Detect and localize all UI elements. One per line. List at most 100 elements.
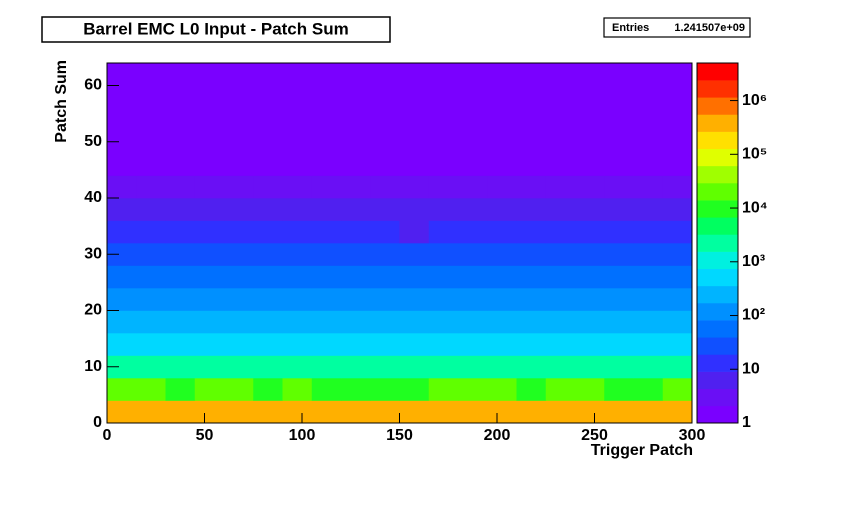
heatmap-cell bbox=[575, 175, 605, 199]
heatmap-cell bbox=[545, 310, 576, 334]
heatmap-cell bbox=[107, 265, 137, 289]
heatmap-cell bbox=[165, 355, 196, 379]
heatmap-cell bbox=[516, 243, 547, 266]
stats-label: Entries bbox=[612, 22, 649, 34]
heatmap-cell bbox=[604, 220, 634, 244]
heatmap-cell bbox=[311, 85, 342, 109]
x-axis-title: Trigger Patch bbox=[591, 442, 693, 459]
heatmap-cell bbox=[633, 288, 664, 311]
x-tick-label: 50 bbox=[196, 427, 214, 444]
heatmap-cell bbox=[370, 265, 400, 289]
heatmap-cell bbox=[458, 355, 488, 379]
heatmap-cells bbox=[107, 63, 693, 424]
heatmap-cell bbox=[604, 355, 634, 379]
heatmap-cell bbox=[662, 63, 693, 86]
heatmap-cell bbox=[516, 400, 547, 424]
heatmap-cell bbox=[253, 378, 283, 401]
heatmap-cell bbox=[282, 85, 313, 109]
palette-band bbox=[697, 251, 738, 270]
heatmap-cell bbox=[370, 243, 400, 266]
heatmap-cell bbox=[662, 355, 693, 379]
heatmap-cell bbox=[575, 153, 605, 176]
heatmap-cell bbox=[253, 220, 283, 244]
heatmap-cell bbox=[604, 243, 634, 266]
heatmap-cell bbox=[428, 153, 459, 176]
heatmap-cell bbox=[311, 265, 342, 289]
palette-band bbox=[697, 131, 738, 150]
heatmap-cell bbox=[545, 108, 576, 131]
heatmap-cell bbox=[575, 288, 605, 311]
heatmap-cell bbox=[311, 63, 342, 86]
heatmap-cell bbox=[428, 198, 459, 221]
heatmap-cell bbox=[165, 130, 196, 154]
palette-band bbox=[697, 183, 738, 201]
palette-band bbox=[697, 268, 738, 287]
heatmap-cell bbox=[282, 108, 313, 131]
y-tick-label: 10 bbox=[84, 358, 102, 375]
y-tick-label: 0 bbox=[93, 414, 102, 431]
heatmap-cell bbox=[282, 400, 313, 424]
heatmap-cell bbox=[370, 220, 400, 244]
heatmap-cell bbox=[194, 400, 225, 424]
heatmap-cell bbox=[662, 130, 693, 154]
heatmap-cell bbox=[136, 220, 166, 244]
heatmap-cell bbox=[662, 378, 693, 401]
heatmap-cell bbox=[282, 63, 313, 86]
heatmap-cell bbox=[545, 220, 576, 244]
stats-box bbox=[603, 17, 751, 38]
heatmap-cell bbox=[370, 288, 400, 311]
heatmap-cell bbox=[516, 85, 547, 109]
heatmap-cell bbox=[428, 243, 459, 266]
heatmap-cell bbox=[633, 63, 664, 86]
heatmap-cell bbox=[662, 310, 693, 334]
heatmap-cell bbox=[399, 355, 430, 379]
heatmap-cell bbox=[516, 265, 547, 289]
heatmap-cell bbox=[370, 63, 400, 86]
y-tick-label: 50 bbox=[84, 133, 102, 150]
heatmap-cell bbox=[136, 198, 166, 221]
palette-frame bbox=[696, 62, 739, 424]
x-tick-label: 250 bbox=[581, 427, 608, 444]
heatmap-cell bbox=[107, 175, 137, 199]
heatmap-cell bbox=[662, 220, 693, 244]
heatmap-cell bbox=[311, 153, 342, 176]
heatmap-cell bbox=[282, 265, 313, 289]
x-tick-label: 200 bbox=[484, 427, 511, 444]
palette-band bbox=[697, 388, 738, 407]
heatmap-cell bbox=[604, 153, 634, 176]
heatmap-cell bbox=[399, 243, 430, 266]
heatmap-cell bbox=[311, 288, 342, 311]
heatmap-cell bbox=[604, 400, 634, 424]
heatmap-cell bbox=[224, 198, 254, 221]
heatmap-cell bbox=[224, 175, 254, 199]
heatmap-cell bbox=[224, 265, 254, 289]
heatmap-cell bbox=[604, 130, 634, 154]
z-tick-label: 10⁵ bbox=[742, 146, 767, 163]
heatmap-cell bbox=[282, 378, 313, 401]
heatmap-cell bbox=[458, 153, 488, 176]
heatmap-cell bbox=[575, 220, 605, 244]
heatmap-cell bbox=[399, 400, 430, 424]
heatmap-cell bbox=[575, 265, 605, 289]
heatmap-cell bbox=[107, 198, 137, 221]
heatmap-cell bbox=[458, 220, 488, 244]
heatmap-cell bbox=[662, 288, 693, 311]
heatmap-cell bbox=[341, 63, 371, 86]
heatmap-cell bbox=[370, 108, 400, 131]
heatmap-cell bbox=[253, 85, 283, 109]
heatmap-cell bbox=[136, 108, 166, 131]
heatmap-cell bbox=[399, 378, 430, 401]
heatmap-cell bbox=[516, 63, 547, 86]
heatmap-cell bbox=[487, 63, 517, 86]
heatmap-cell bbox=[107, 400, 137, 424]
heatmap-cell bbox=[575, 108, 605, 131]
heatmap-cell bbox=[224, 243, 254, 266]
heatmap-cell bbox=[545, 355, 576, 379]
heatmap-cell bbox=[545, 175, 576, 199]
heatmap-cell bbox=[253, 333, 283, 356]
heatmap-cell bbox=[604, 310, 634, 334]
heatmap-cell bbox=[545, 288, 576, 311]
heatmap-cell bbox=[311, 130, 342, 154]
heatmap-cell bbox=[399, 310, 430, 334]
heatmap-cell bbox=[575, 355, 605, 379]
